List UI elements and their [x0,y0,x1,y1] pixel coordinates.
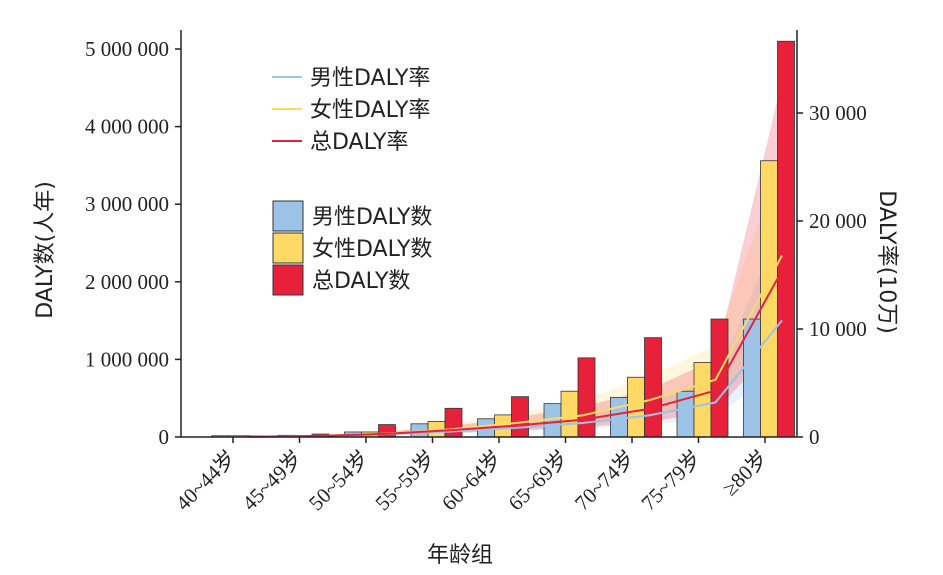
left-tick-label: 3 000 000 [85,192,169,216]
rate-lines-layer [249,255,783,438]
right-tick-label: 0 [809,425,820,449]
bar [511,396,529,438]
right-axis-title: DALY率(10万) [874,190,899,334]
bar [777,40,795,438]
rate-line [249,270,783,438]
bar [577,357,596,438]
legend-bar-label: 男性DALY数 [312,205,432,230]
left-axis-title: DALY数(人年) [33,181,58,319]
x-tick-label: 60~64岁 [437,446,507,516]
x-tick-label: 45~49岁 [237,446,307,516]
x-tick-label: 75~79岁 [636,446,706,516]
bar [760,160,778,438]
x-tick-label: 50~54岁 [304,446,374,516]
left-tick-label: 1 000 000 [85,347,169,371]
x-tick-label: ≥80岁 [718,446,773,501]
left-axis-ticks: 0 1 000 000 2 000 000 3 000 000 4 000 000 5 0… [85,37,181,449]
right-tick-label: 20 000 [809,209,867,233]
legend-bar-swatch [272,264,304,296]
left-tick-label: 2 000 000 [85,270,169,294]
bar [644,337,662,438]
left-tick-label: 0 [159,425,170,449]
right-axis-ticks: 0 10 000 20 000 30 000 [797,101,867,449]
legend-line-label: 男性DALY率 [310,66,430,91]
legend-bar-swatch [272,200,304,232]
right-tick-label: 10 000 [809,317,867,341]
bar [444,407,463,438]
x-axis-ticks: 40~44岁45~49岁50~54岁55~59岁60~64岁65~69岁70~7… [171,437,773,515]
legend-bar-label: 女性DALY数 [312,237,432,262]
legend-bar-label: 总DALY数 [312,269,410,294]
bar [560,390,579,438]
left-tick-label: 5 000 000 [85,37,169,61]
x-tick-label: 40~44岁 [171,446,241,516]
bar [693,362,712,438]
legend-line-label: 女性DALY率 [310,98,430,123]
x-tick-label: 55~59岁 [370,446,440,516]
bar [710,318,729,438]
bar [627,376,645,438]
x-tick-label: 70~74岁 [570,446,640,516]
legend-bar-swatch [272,232,304,264]
right-tick-label: 30 000 [809,101,867,125]
legend-line-label: 总DALY率 [310,130,408,155]
x-tick-label: 65~69岁 [503,446,573,516]
left-tick-label: 4 000 000 [85,115,169,139]
x-axis-title: 年龄组 [427,543,493,568]
